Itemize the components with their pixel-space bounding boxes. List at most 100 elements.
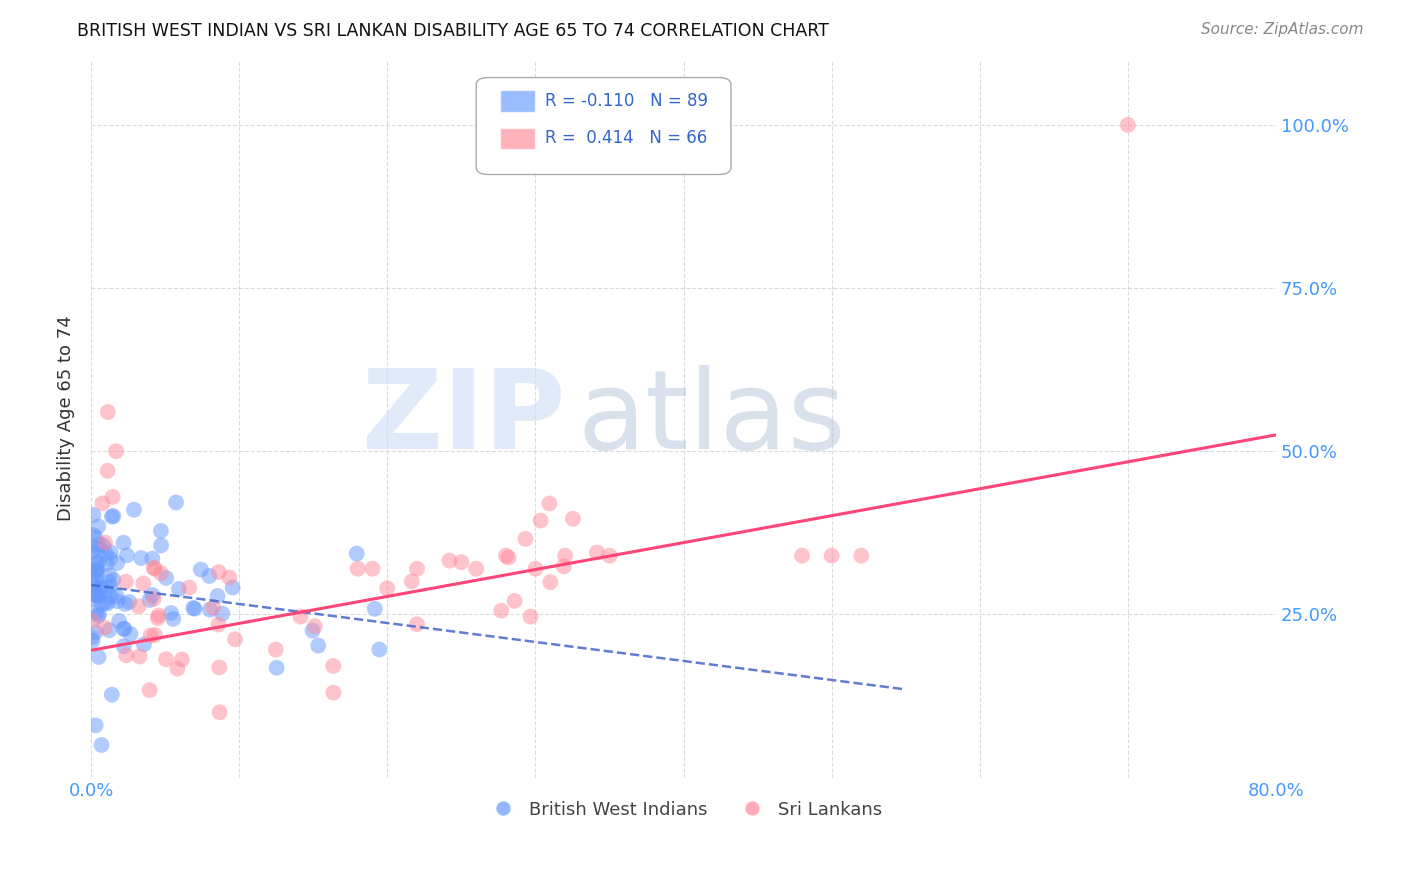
Point <box>94 535 117 549</box>
Text: ZIP: ZIP <box>361 365 565 472</box>
Point <box>83 574 105 589</box>
Point <box>97 405 120 419</box>
Point <box>114 597 136 611</box>
Point <box>83 591 105 606</box>
Point <box>167 582 190 596</box>
Point <box>450 555 472 569</box>
Point <box>86 565 108 579</box>
Point <box>208 706 231 720</box>
Point <box>495 549 517 563</box>
Point <box>221 581 243 595</box>
Point <box>821 549 844 563</box>
Point <box>208 565 231 579</box>
Point <box>112 622 135 636</box>
Point <box>155 652 177 666</box>
Point <box>141 551 163 566</box>
Point <box>87 607 110 622</box>
Point <box>84 625 107 640</box>
Point <box>96 557 118 571</box>
Point <box>82 578 104 592</box>
Point <box>103 509 125 524</box>
Y-axis label: Disability Age 65 to 74: Disability Age 65 to 74 <box>58 316 75 522</box>
Point <box>91 538 114 552</box>
Point <box>84 589 107 603</box>
Point <box>84 564 107 578</box>
Point <box>208 660 231 674</box>
Point <box>105 594 128 608</box>
Point <box>503 594 526 608</box>
Point <box>166 662 188 676</box>
Point <box>198 569 221 583</box>
Point <box>84 605 107 619</box>
Point <box>162 612 184 626</box>
Point <box>87 541 110 555</box>
Point <box>91 496 114 510</box>
Point <box>105 590 128 604</box>
Point <box>87 556 110 570</box>
Point <box>84 531 107 545</box>
Point <box>406 562 429 576</box>
Point <box>346 547 368 561</box>
Point <box>224 632 246 647</box>
Point <box>375 582 398 596</box>
Point <box>96 597 118 611</box>
Point <box>120 627 142 641</box>
Point <box>142 560 165 574</box>
Point <box>538 575 561 590</box>
Legend: British West Indians, Sri Lankans: British West Indians, Sri Lankans <box>478 794 889 826</box>
Point <box>87 650 110 665</box>
Point <box>105 444 128 458</box>
Point <box>86 561 108 575</box>
Point <box>190 562 212 576</box>
Point <box>97 575 120 590</box>
Point <box>103 573 125 587</box>
Point <box>465 562 488 576</box>
Point <box>84 573 107 587</box>
Point <box>128 649 150 664</box>
Point <box>538 496 561 510</box>
Point <box>90 580 112 594</box>
Text: Source: ZipAtlas.com: Source: ZipAtlas.com <box>1201 22 1364 37</box>
Point <box>129 551 152 566</box>
Point <box>554 549 576 563</box>
Point <box>139 629 162 643</box>
Point <box>93 620 115 634</box>
Point <box>851 549 873 563</box>
Point <box>86 588 108 602</box>
Point <box>142 591 165 606</box>
Point <box>322 659 344 673</box>
Point <box>364 601 387 615</box>
Point <box>97 464 120 478</box>
Point <box>82 528 104 542</box>
Point <box>83 580 105 594</box>
Point <box>599 549 621 563</box>
Point <box>160 606 183 620</box>
Point <box>515 532 537 546</box>
Point <box>90 738 112 752</box>
Point <box>100 545 122 559</box>
Point <box>304 619 326 633</box>
Point <box>89 581 111 595</box>
Point <box>146 611 169 625</box>
Point <box>101 490 124 504</box>
Point <box>183 601 205 615</box>
Point <box>155 571 177 585</box>
Point <box>84 564 107 578</box>
Point <box>198 603 221 617</box>
Point <box>148 608 170 623</box>
Point <box>150 538 173 552</box>
Point <box>143 628 166 642</box>
Point <box>87 537 110 551</box>
Point <box>368 642 391 657</box>
Point <box>86 556 108 570</box>
Point <box>98 568 121 582</box>
Point <box>112 535 135 549</box>
Point <box>105 556 128 570</box>
Point <box>100 590 122 604</box>
Point <box>87 519 110 533</box>
Point <box>115 549 138 563</box>
Point <box>290 609 312 624</box>
Bar <box>501 128 536 149</box>
Point <box>1116 118 1139 132</box>
Point <box>361 562 384 576</box>
